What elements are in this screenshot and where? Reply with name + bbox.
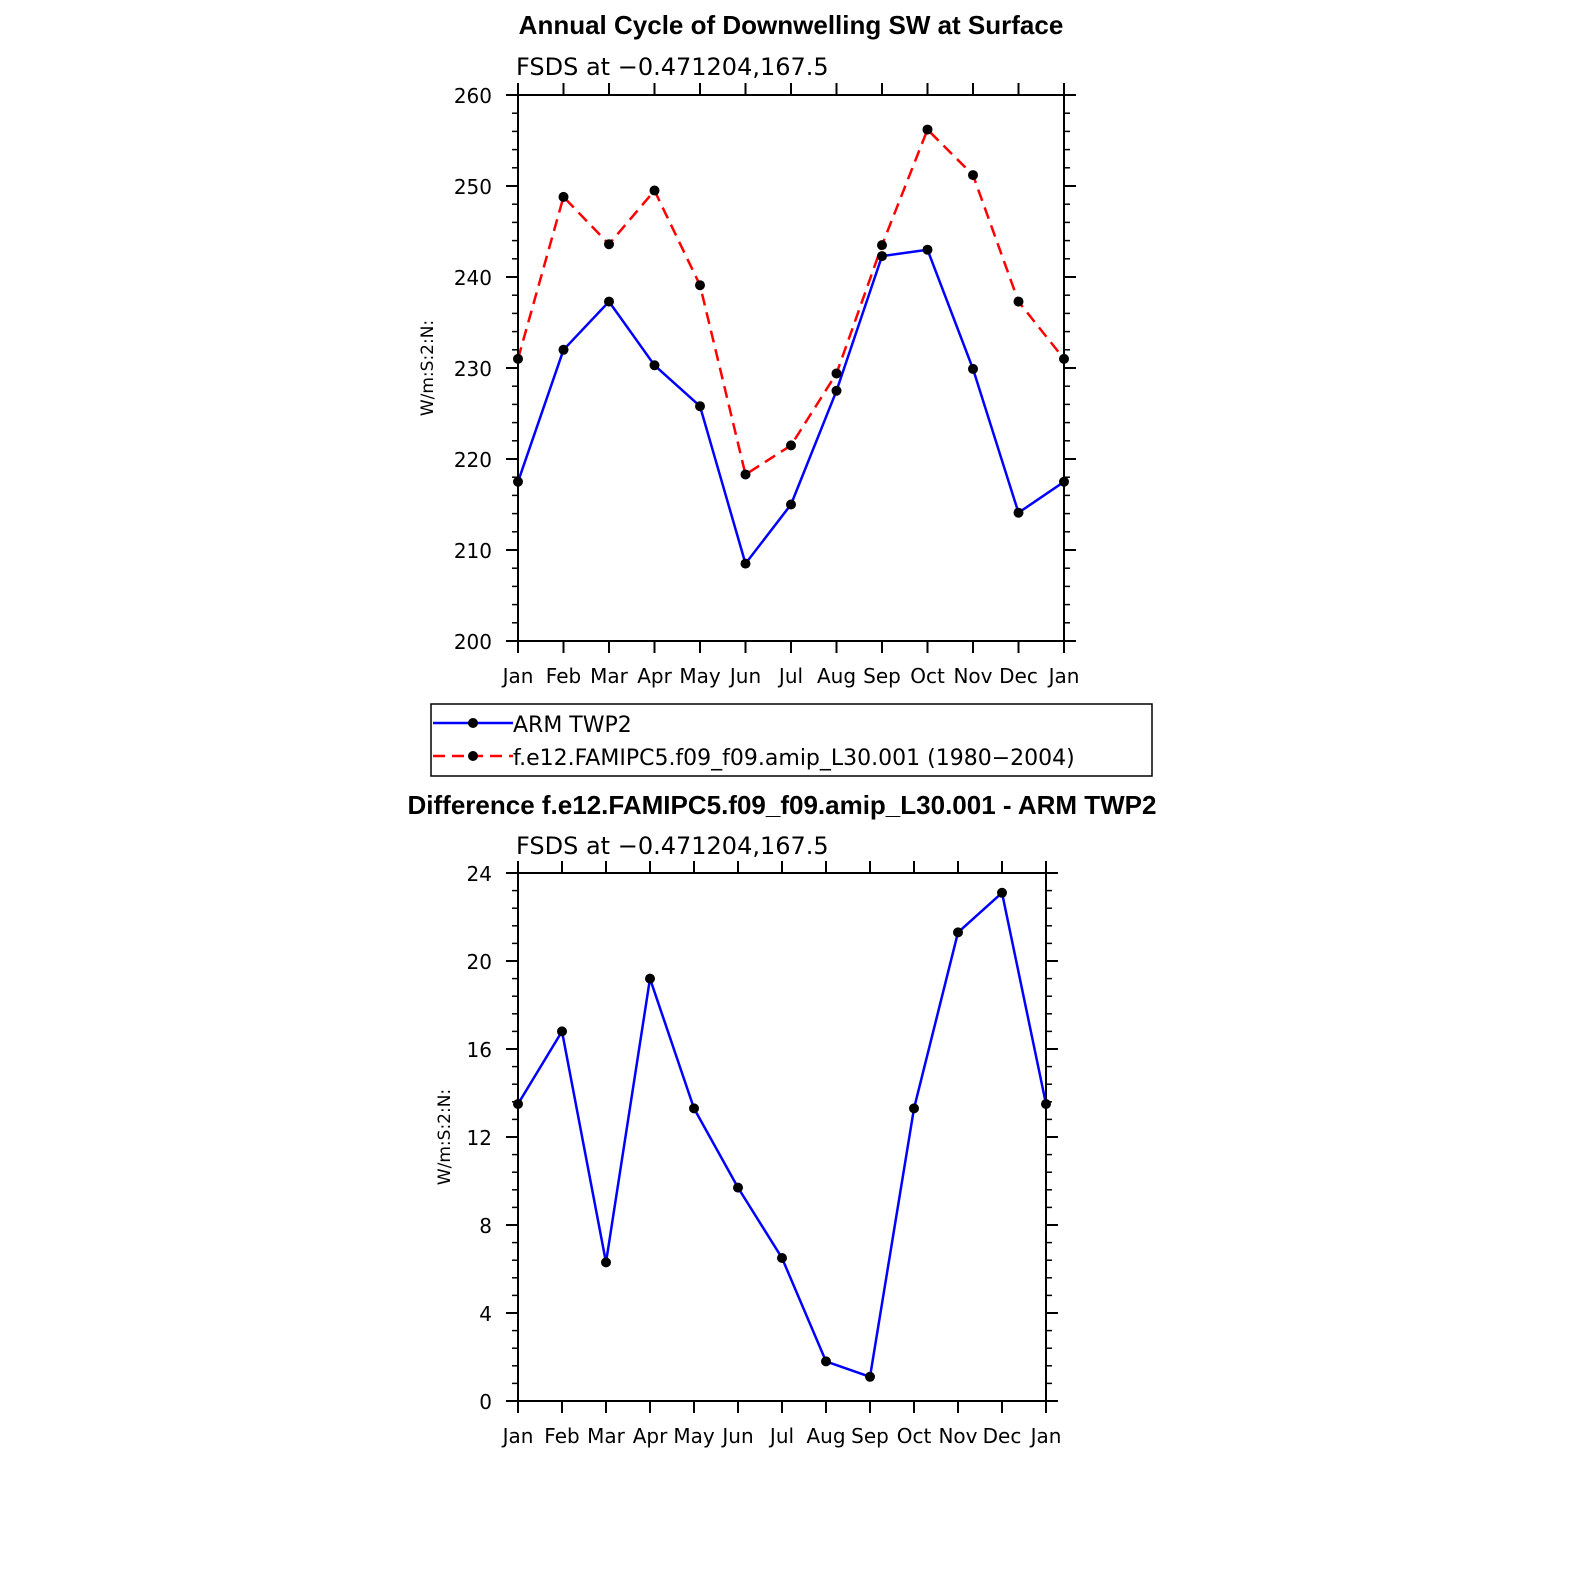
x-tick-label: Oct — [910, 664, 945, 688]
y-tick-label: 8 — [479, 1214, 492, 1238]
data-point — [1013, 507, 1024, 518]
legend-marker-arm — [468, 718, 478, 728]
x-tick-label: Dec — [999, 664, 1038, 688]
y-tick-label: 250 — [454, 175, 492, 199]
x-tick-label: Aug — [817, 664, 856, 688]
data-point — [877, 240, 887, 251]
axis-ticks: Jan Feb Mar Apr May Jun Jul Aug Sep Oct Nov Dec Jan 2… — [454, 83, 1080, 688]
data-point — [909, 1103, 919, 1114]
x-tick-label: Jun — [728, 664, 761, 688]
y-tick-label: 24 — [467, 862, 492, 886]
x-tick-label: Jul — [777, 664, 803, 688]
plot-frame — [517, 872, 1047, 1402]
y-axis-label: W/m:S:2:N: — [418, 320, 438, 416]
data-point — [649, 185, 660, 196]
x-tick-label: Jan — [501, 664, 534, 688]
data-point — [865, 1371, 875, 1382]
x-tick-label: Jul — [768, 1424, 794, 1448]
x-tick-label: Jan — [1029, 1424, 1062, 1448]
data-point — [558, 191, 569, 202]
data-point — [558, 344, 569, 355]
data-point — [831, 385, 842, 396]
x-tick-label: Dec — [983, 1424, 1022, 1448]
series-line-0 — [516, 891, 1048, 1379]
data-point — [922, 244, 933, 255]
data-point — [922, 124, 933, 135]
plot-frame — [517, 94, 1065, 642]
plot-area — [513, 124, 1069, 569]
legend: ARM TWP2 f.e12.FAMIPC5.f09_f09.amip_L30.… — [430, 703, 1153, 777]
data-point — [740, 558, 751, 569]
x-tick-label: Mar — [590, 664, 629, 688]
axis-ticks: Jan Feb Mar Apr May Jun Jul Aug Sep Oct Nov Dec Jan 0… — [467, 861, 1062, 1448]
data-point — [604, 296, 614, 307]
data-point — [740, 469, 751, 480]
x-tick-label: Aug — [806, 1424, 845, 1448]
x-tick-label: Feb — [546, 664, 581, 688]
data-point — [831, 368, 842, 379]
data-point — [649, 360, 660, 371]
y-tick-label: 0 — [479, 1390, 492, 1414]
difference-panel: Difference f.e12.FAMIPC5.f09_f09.amip_L3… — [408, 790, 1157, 1448]
data-point — [733, 1182, 743, 1193]
series-line-1 — [516, 128, 1065, 476]
x-tick-label: Oct — [897, 1424, 932, 1448]
y-tick-label: 4 — [479, 1302, 492, 1326]
y-tick-label: 210 — [454, 539, 492, 563]
x-tick-label: Jan — [501, 1424, 534, 1448]
data-point — [777, 1253, 787, 1263]
series-line-0 — [516, 248, 1065, 565]
legend-box — [430, 703, 1153, 777]
data-point — [604, 239, 614, 250]
chart-subtitle: FSDS at −0.471204,167.5 — [516, 832, 829, 860]
data-point — [821, 1356, 831, 1367]
chart-title: Annual Cycle of Downwelling SW at Surfac… — [519, 10, 1064, 40]
x-tick-label: Feb — [544, 1424, 579, 1448]
data-point — [601, 1257, 611, 1268]
x-tick-label: Nov — [938, 1424, 977, 1448]
y-tick-label: 230 — [454, 357, 492, 381]
legend-label-arm: ARM TWP2 — [513, 713, 632, 738]
data-point — [557, 1026, 567, 1037]
data-point — [689, 1103, 699, 1114]
data-point — [695, 280, 705, 291]
data-point — [786, 440, 796, 451]
data-point — [695, 401, 705, 412]
x-tick-label: May — [679, 664, 721, 688]
x-tick-label: Apr — [633, 1424, 668, 1448]
data-point — [953, 927, 963, 938]
x-tick-label: Apr — [637, 664, 672, 688]
x-tick-label: Sep — [851, 1424, 889, 1448]
plot-area — [513, 887, 1051, 1382]
annual-cycle-panel: Annual Cycle of Downwelling SW at Surfac… — [418, 10, 1153, 777]
x-tick-label: Sep — [863, 664, 901, 688]
y-tick-label: 16 — [467, 1038, 492, 1062]
chart-title: Difference f.e12.FAMIPC5.f09_f09.amip_L3… — [408, 790, 1157, 820]
y-tick-label: 220 — [454, 448, 492, 472]
data-point — [997, 887, 1007, 898]
y-tick-label: 240 — [454, 266, 492, 290]
y-axis-label: W/m:S:2:N: — [435, 1089, 455, 1185]
data-point — [1013, 296, 1024, 307]
data-point — [645, 973, 655, 984]
y-tick-label: 200 — [454, 630, 492, 654]
x-tick-label: Mar — [587, 1424, 626, 1448]
legend-label-model: f.e12.FAMIPC5.f09_f09.amip_L30.001 (1980… — [513, 746, 1075, 771]
x-tick-label: Jan — [1047, 664, 1080, 688]
y-tick-label: 20 — [467, 950, 492, 974]
x-tick-label: Jun — [720, 1424, 753, 1448]
y-tick-label: 12 — [467, 1126, 492, 1150]
data-point — [968, 363, 978, 374]
data-point — [786, 499, 796, 510]
data-point — [877, 251, 887, 262]
data-point — [968, 170, 978, 181]
x-tick-label: Nov — [953, 664, 992, 688]
chart-subtitle: FSDS at −0.471204,167.5 — [516, 53, 829, 81]
legend-marker-model — [468, 751, 478, 761]
x-tick-label: May — [673, 1424, 715, 1448]
y-tick-label: 260 — [454, 84, 492, 108]
